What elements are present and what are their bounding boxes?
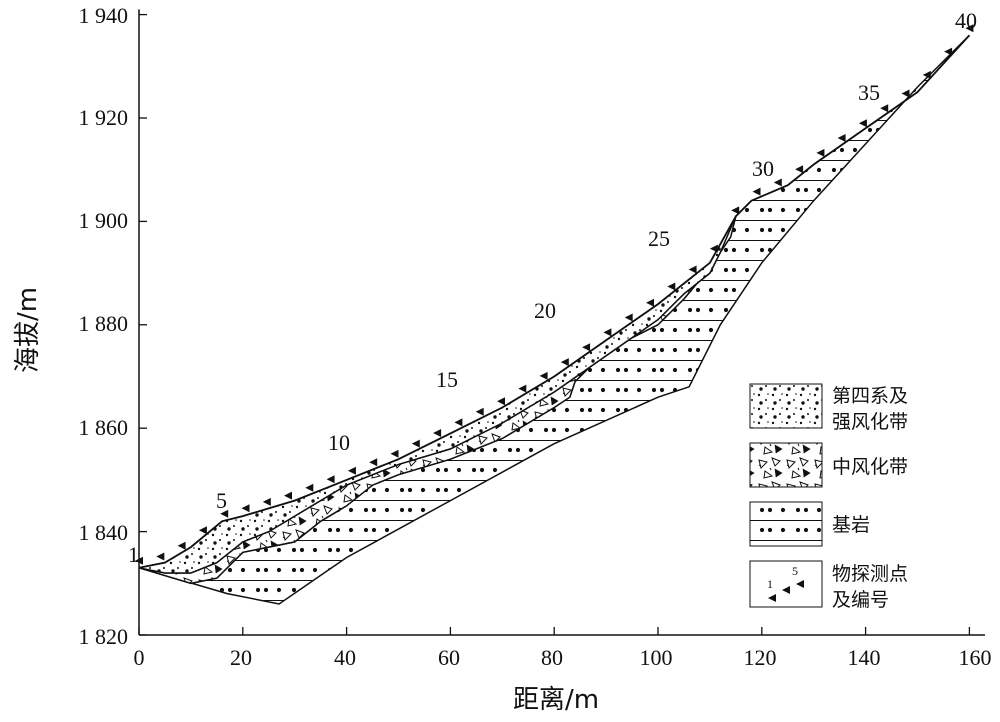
station-marker-icon	[837, 134, 846, 142]
station-marker-icon	[539, 371, 548, 380]
station-label-10: 10	[328, 430, 350, 455]
legend-marker-label-1: 1	[767, 577, 773, 591]
y-tick-label: 1 880	[79, 311, 129, 336]
station-markers	[135, 24, 974, 565]
legend-label-points-2: 及编号	[832, 589, 889, 611]
strata-layers	[138, 34, 971, 605]
legend-swatch-quaternary	[749, 383, 823, 429]
legend-label-quaternary-2: 强风化带	[832, 411, 908, 433]
station-marker-icon	[603, 328, 612, 337]
station-marker-icon	[624, 313, 633, 322]
station-marker-icon	[518, 384, 527, 393]
station-marker-icon	[198, 526, 207, 535]
x-tick-label: 120	[744, 645, 777, 670]
y-tick-label: 1 820	[79, 624, 129, 649]
station-marker-icon	[284, 491, 292, 500]
y-tick-labels: 1 820 1 840 1 860 1 880 1 900 1 920 1 94…	[79, 3, 129, 649]
station-marker-icon	[433, 429, 442, 437]
station-marker-icon	[135, 556, 143, 565]
station-marker-icon	[411, 439, 420, 448]
y-axis-title: 海拔/m	[13, 287, 43, 373]
x-tick-label: 40	[334, 645, 356, 670]
station-marker-icon	[944, 47, 953, 56]
station-marker-icon	[497, 397, 505, 406]
legend-station-marker-icon	[796, 580, 804, 588]
legend: 第四系及 强风化带 中风化带 基岩 1 5 物探测点 及编号	[749, 383, 908, 611]
station-marker-icon	[880, 104, 889, 113]
station-marker-icon	[262, 497, 271, 506]
legend-label-quaternary-1: 第四系及	[832, 385, 908, 407]
x-tick-labels: 0 20 40 60 80 100 120 140 160	[134, 645, 992, 670]
station-marker-icon	[326, 475, 335, 484]
station-marker-icon	[390, 449, 399, 458]
legend-label-points-1: 物探测点	[832, 563, 908, 585]
legend-label-bedrock: 基岩	[832, 514, 870, 536]
x-tick-label: 0	[134, 645, 145, 670]
legend-swatch-moderate	[749, 442, 823, 488]
station-marker-icon	[454, 418, 463, 427]
legend-station-marker-icon	[768, 594, 776, 602]
y-tick-label: 1 860	[79, 415, 129, 440]
station-marker-icon	[731, 206, 740, 215]
x-tick-label: 60	[438, 645, 460, 670]
station-marker-icon	[816, 148, 825, 157]
y-tick-label: 1 840	[79, 520, 129, 545]
station-label-15: 15	[436, 367, 458, 392]
station-marker-icon	[752, 187, 761, 196]
station-marker-icon	[305, 483, 314, 492]
legend-swatch-points	[749, 560, 823, 608]
station-label-25: 25	[648, 226, 670, 251]
x-tick-label: 80	[541, 645, 563, 670]
axes	[138, 9, 985, 636]
station-marker-icon	[858, 119, 867, 128]
station-marker-icon	[582, 343, 591, 352]
station-label-30: 30	[752, 156, 774, 181]
legend-station-marker-icon	[782, 586, 790, 594]
station-labels: 1 5 10 15 20 25 30 35 40	[128, 8, 977, 567]
y-tick-label: 1 940	[79, 3, 129, 28]
station-marker-icon	[646, 298, 654, 307]
station-label-1: 1	[128, 542, 139, 567]
station-marker-icon	[709, 244, 718, 253]
station-label-5: 5	[216, 488, 227, 513]
station-marker-icon	[369, 458, 378, 467]
station-marker-icon	[667, 282, 676, 291]
station-marker-icon	[177, 541, 186, 550]
x-tick-label: 160	[959, 645, 992, 670]
legend-swatch-bedrock	[749, 501, 823, 547]
station-label-20: 20	[534, 298, 556, 323]
station-marker-icon	[347, 466, 356, 475]
station-marker-icon	[901, 89, 910, 98]
station-marker-icon	[795, 165, 804, 174]
x-tick-label: 140	[848, 645, 881, 670]
x-axis-title: 距离/m	[513, 685, 599, 715]
y-tick-label: 1 900	[79, 208, 129, 233]
station-marker-icon	[475, 407, 484, 416]
station-marker-icon	[688, 265, 697, 274]
station-marker-icon	[560, 358, 569, 367]
station-marker-icon	[241, 504, 250, 513]
x-tick-label: 20	[230, 645, 252, 670]
ground-surface-line	[138, 34, 971, 569]
station-marker-icon	[156, 552, 165, 561]
legend-label-moderate: 中风化带	[832, 456, 908, 478]
station-marker-icon	[773, 178, 782, 187]
station-label-35: 35	[858, 80, 880, 105]
station-marker-icon	[965, 24, 974, 33]
legend-marker-label-5: 5	[792, 564, 798, 578]
station-marker-icon	[220, 509, 229, 518]
x-tick-label: 100	[640, 645, 673, 670]
y-tick-label: 1 920	[79, 105, 129, 130]
station-label-40: 40	[955, 8, 977, 33]
station-marker-icon	[922, 70, 931, 79]
